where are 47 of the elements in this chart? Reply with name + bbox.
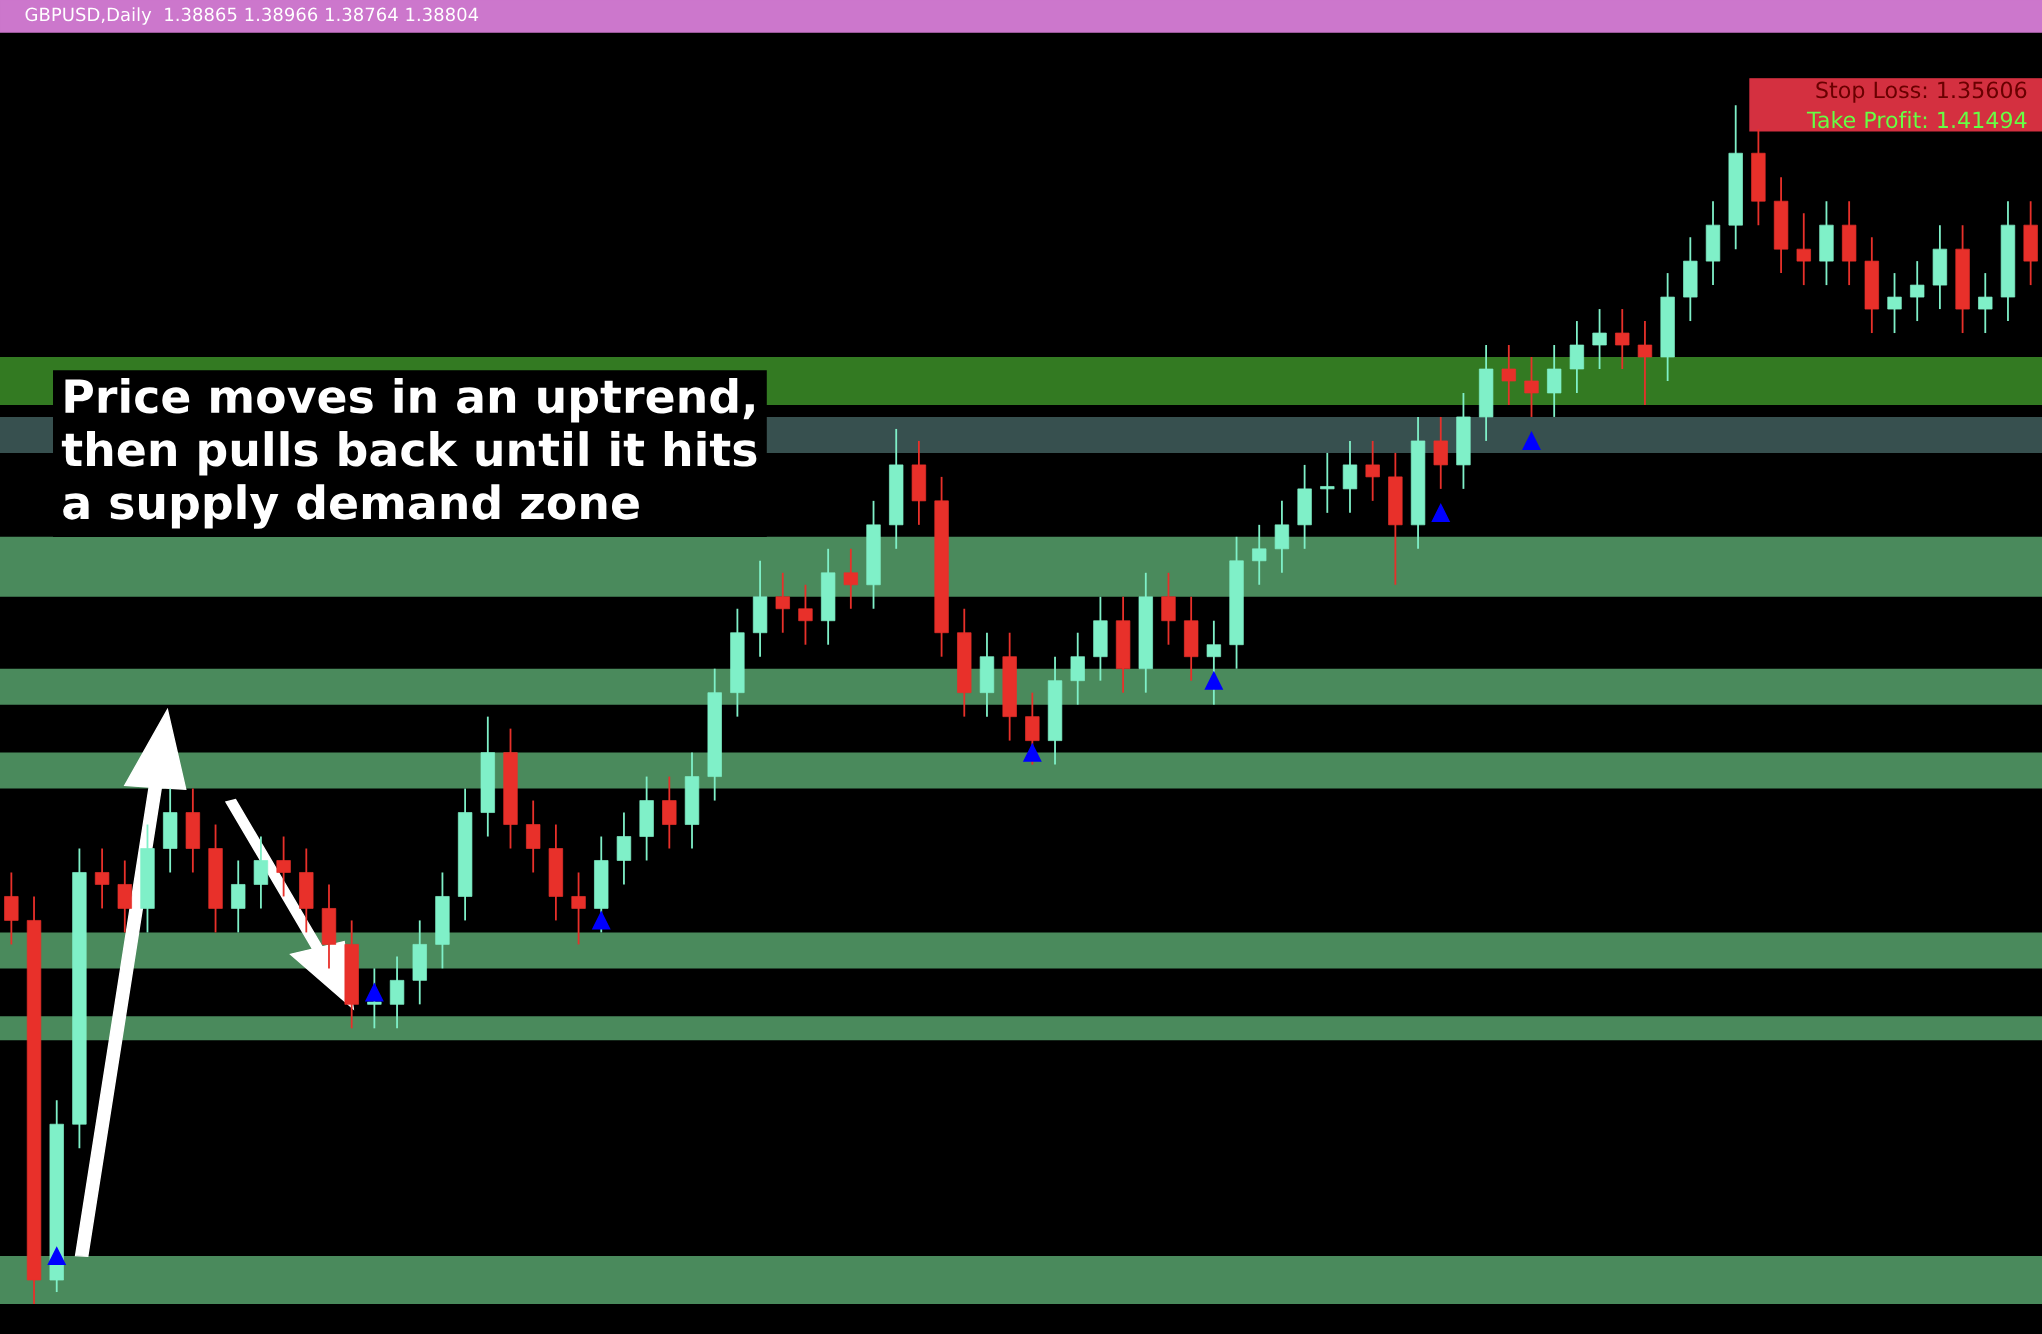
candlestick [1161,571,1176,646]
candlestick [616,811,632,886]
candlestick [1342,440,1358,514]
candlestick [1252,523,1267,586]
point [365,983,384,1002]
candlestick [1615,308,1630,370]
annotation: Price moves in an uptrend, then pulls back until it hits a supply demand zone [61,378,757,529]
candlestick [231,859,246,934]
point [592,911,611,930]
candlestick [94,847,110,910]
text: Stop Loss: 1.35606 [1816,81,2027,103]
candlestick [1569,320,1585,394]
candlestick [117,859,132,934]
candlestick [1524,356,1539,418]
point [1522,431,1541,450]
candlestick [1978,272,1993,334]
candlestick [276,835,291,898]
candlestick [367,967,382,1030]
candlestick [1547,344,1562,418]
candlestick [1887,272,1902,334]
candlestick [1070,631,1085,706]
candlestick [1274,499,1290,574]
candlestick [1365,440,1380,502]
candlestick [798,583,813,646]
point [1431,503,1450,522]
candlestick [571,871,586,946]
candlestick [662,775,677,850]
candlestick [1637,320,1653,406]
point [1204,671,1223,690]
annotation: Take Profit: 1.41494 [1806,111,2027,129]
candlestick [4,871,19,946]
candlestick [775,571,790,634]
candlestick [1320,452,1335,514]
candlestick [1206,619,1222,706]
candlestick [1592,308,1607,370]
candlestick [389,955,405,1030]
candlestick [253,835,269,910]
candlestick [526,799,541,874]
point [47,1247,66,1266]
candlestick [1025,691,1040,766]
candlestick [1501,344,1516,406]
candlestick [843,547,858,610]
candlestick [1796,212,1811,286]
candlestick [1910,260,1925,322]
candlestick [1433,416,1448,490]
chart-title: GBPUSD,Daily 1.38865 1.38966 1.38764 1.38804 [25,7,479,25]
point [1023,743,1042,762]
